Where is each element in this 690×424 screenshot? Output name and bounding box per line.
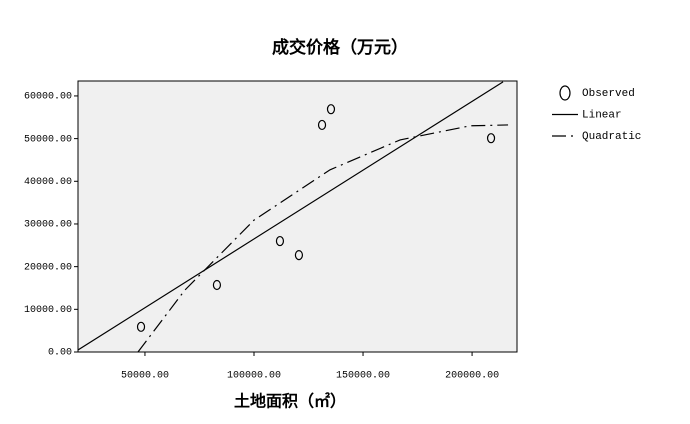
linear-fit: [78, 81, 504, 351]
y-tick-label: 50000.00: [24, 134, 72, 145]
x-tick-label: 150000.00: [336, 371, 390, 382]
point: [326, 104, 336, 115]
point: [212, 279, 222, 291]
chart-title: 成交价格（万元）: [272, 37, 408, 58]
point: [136, 321, 146, 332]
point: [294, 250, 304, 261]
legend-label: Observed: [582, 88, 635, 100]
point: [486, 133, 496, 144]
x-tick-label: 50000.00: [121, 371, 169, 382]
y-tick-label: 30000.00: [24, 220, 72, 231]
plot-area: [77, 80, 518, 353]
legend-label: Linear: [582, 109, 622, 121]
y-tick-label: 40000.00: [24, 177, 72, 188]
y-tick-label: 0.00: [48, 348, 72, 359]
x-tick-label: 100000.00: [227, 371, 281, 382]
legend-marker: [559, 85, 571, 101]
legend-label: Quadratic: [582, 131, 641, 143]
y-tick-label: 10000.00: [24, 305, 72, 316]
point: [275, 235, 285, 247]
y-tick-label: 60000.00: [24, 92, 72, 103]
x-tick-label: 200000.00: [445, 371, 499, 382]
y-tick-label: 20000.00: [24, 262, 72, 273]
point: [317, 119, 327, 131]
x-axis-label: 土地面积（㎡）: [234, 392, 346, 411]
quadratic-fit: [137, 124, 509, 352]
